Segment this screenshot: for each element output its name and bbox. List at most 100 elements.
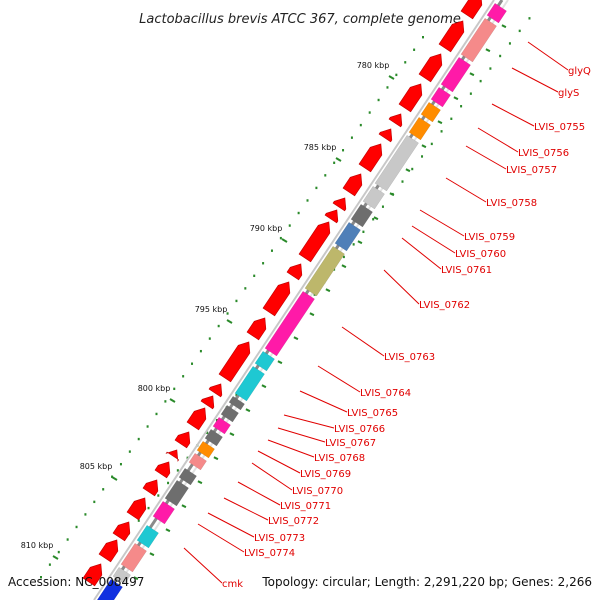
ruler-minor-tick [270,249,273,252]
inner-tick [437,120,443,125]
inner-tick [501,24,507,29]
gene-block [334,221,361,252]
ruler-minor-tick [147,506,150,510]
inner-tick [485,48,491,53]
gene-block [430,86,451,108]
ruler-minor-tick [235,299,238,303]
inner-tick [453,96,459,101]
accession-text: Accession: NC_008497 [8,575,144,589]
ruler-minor-tick [235,393,238,397]
ruler-minor-tick [386,86,389,89]
gene-leader [283,414,335,429]
gene-leader [511,67,559,93]
ruler-minor-tick [208,337,211,340]
ruler-minor-tick [401,180,404,183]
gene-leader [491,103,535,127]
gene-block [234,365,265,402]
ruler-minor-tick [404,61,407,64]
gene-arrow [82,563,103,587]
gene-leader [223,497,269,521]
gene-arrow [418,53,443,83]
ruler-minor-tick [479,79,482,83]
gene-block [188,452,207,471]
ruler-major-tick [335,157,342,162]
gene-arrow [112,521,131,542]
inner-tick [405,168,411,173]
gene-block [212,416,231,435]
ruler-minor-tick [372,218,375,221]
ruler-minor-tick [350,136,353,139]
gene-leader [477,127,519,153]
ruler-minor-tick [377,98,380,102]
ruler-minor-tick [155,412,158,416]
gene-label-lvis_0773: LVIS_0773 [254,533,305,544]
inner-tick [229,432,235,437]
ruler-minor-tick [226,312,229,315]
inner-tick [133,576,139,581]
gene-block [120,542,147,573]
gene-label-lvis_0760: LVIS_0760 [455,249,506,260]
ruler-minor-tick [75,525,78,529]
gene-arrow [388,113,403,128]
gene-arrow [174,431,191,449]
ruler-minor-tick [430,142,433,146]
gene-arrow [246,317,267,341]
gene-block [420,101,441,123]
inner-tick [261,384,267,389]
gene-label-lvis_0764: LVIS_0764 [360,388,411,399]
gene-leader-lines [183,41,569,584]
ruler-minor-tick [395,73,398,77]
ruler-minor-tick [48,563,51,566]
ruler-label: 810 kbp [21,541,54,550]
ruler-label: 785 kbp [304,143,337,152]
ruler-minor-tick [315,186,318,190]
gene-label-lvis_0769: LVIS_0769 [300,469,351,480]
ruler-minor-tick [421,155,424,158]
gene-arrow [438,20,465,53]
gene-block [164,479,189,507]
inner-tick [277,360,283,365]
ruler-minor-tick [137,437,140,441]
ruler-minor-tick [157,494,160,497]
gene-arrow [298,221,331,263]
gene-label-lvis_0767: LVIS_0767 [325,438,376,449]
ruler-minor-tick [164,400,167,403]
gene-leader [527,41,569,71]
gene-leader [445,177,487,203]
inner-tick [181,504,187,509]
gene-block [136,524,159,549]
gene-label-lvis_0766: LVIS_0766 [334,424,385,435]
gene-block [254,350,275,372]
gene-leader [465,145,507,170]
ruler-minor-tick [191,362,194,365]
gene-arrow [342,173,363,197]
ruler-minor-tick [508,42,511,45]
gene-block [96,578,123,600]
gene-arrow [460,0,483,20]
gene-label-lvis_0771: LVIS_0771 [280,501,331,512]
gene-leader [257,450,301,474]
ruler-minor-tick [297,211,300,215]
gene-leader [277,427,326,443]
ruler-major-tick [226,319,233,324]
gene-arrow [218,341,251,383]
ruler-minor-tick [352,243,355,246]
ruler-label: 790 kbp [250,224,283,233]
gene-block [304,245,345,297]
gene-leader [317,365,361,393]
inner-tick [421,144,427,149]
ruler-minor-tick [342,149,345,152]
ruler-major-tick [52,555,59,560]
inner-tick [341,264,347,269]
inner-tick [165,528,171,533]
inner-tick [293,336,299,341]
gene-arrow [324,209,339,224]
gene-block [362,185,385,210]
ruler-label: 805 kbp [80,462,113,471]
gene-arrow [126,497,147,521]
gene-block [374,134,419,192]
ruler-minor-tick [450,117,453,120]
gene-leader [383,269,420,305]
gene-arrow [142,479,159,497]
inner-tick [197,480,203,485]
